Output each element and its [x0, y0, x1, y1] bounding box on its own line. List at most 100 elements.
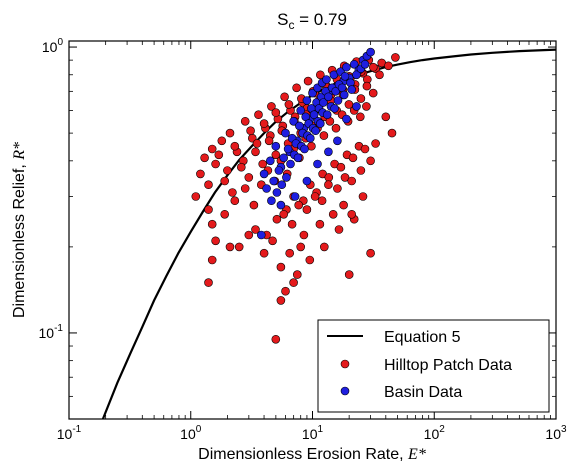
hilltop-point — [287, 219, 297, 229]
hilltop-point — [371, 139, 380, 148]
hilltop-point — [211, 159, 220, 169]
hilltop-point — [366, 248, 375, 258]
hilltop-point — [355, 112, 365, 122]
basin-point — [337, 83, 347, 93]
basin-point — [340, 72, 350, 81]
hilltop-point — [191, 192, 201, 201]
hilltop-point — [251, 147, 260, 157]
hilltop-point — [200, 153, 209, 163]
y-axis-label: Dimensionless Relief, R* — [11, 142, 28, 318]
basin-point — [333, 96, 343, 105]
basin-point — [333, 136, 342, 146]
hilltop-point — [217, 136, 227, 146]
basin-point — [324, 92, 333, 102]
basin-point — [269, 176, 279, 186]
hilltop-point — [381, 112, 391, 122]
hilltop-point — [264, 136, 274, 146]
basin-point — [300, 144, 309, 154]
hilltop-point — [356, 166, 366, 175]
hilltop-point — [207, 255, 217, 265]
basin-point — [296, 106, 306, 115]
hilltop-point — [279, 210, 289, 219]
x-tick-label: 100 — [180, 424, 202, 442]
hilltop-point — [348, 153, 358, 163]
hilltop-point — [272, 214, 282, 224]
hilltop-point — [196, 169, 205, 179]
hilltop-point — [344, 270, 354, 279]
x-tick-label: 10-1 — [57, 424, 82, 442]
hilltop-point — [324, 180, 333, 189]
hilltop-point — [362, 81, 372, 91]
hilltop-point — [259, 119, 269, 128]
basin-point — [262, 184, 271, 193]
hilltop-point — [296, 242, 306, 252]
basin-point — [259, 169, 269, 179]
hilltop-point — [271, 334, 281, 344]
hilltop-point — [334, 225, 344, 234]
basin-point — [349, 60, 359, 69]
legend-marker-hilltop — [340, 359, 350, 369]
hilltop-point — [204, 278, 213, 287]
basin-point — [289, 117, 298, 126]
basin-point — [281, 128, 290, 138]
basin-point — [342, 62, 351, 72]
basin-point — [366, 47, 375, 57]
hilltop-point — [358, 192, 368, 201]
basin-point — [271, 141, 281, 151]
hilltop-point — [281, 286, 290, 296]
basin-point — [283, 144, 293, 154]
hilltop-point — [299, 230, 309, 240]
y-axis-ticks: 10-1 100 — [39, 37, 556, 397]
points-layer — [191, 47, 400, 344]
basin-point — [279, 153, 289, 163]
hilltop-point — [285, 248, 295, 258]
basin-point — [267, 196, 276, 205]
y-tick-label: 10-1 — [39, 323, 64, 341]
basin-point — [352, 102, 361, 111]
hilltop-point — [384, 61, 393, 71]
basin-point — [311, 126, 320, 135]
hilltop-point — [336, 162, 346, 172]
x-tick-label: 102 — [424, 424, 446, 442]
hilltop-point — [319, 131, 329, 140]
hilltop-point — [317, 196, 327, 205]
basin-point — [313, 159, 322, 169]
hilltop-point — [214, 150, 224, 160]
basin-point — [347, 85, 357, 94]
hilltop-point — [220, 210, 229, 219]
hilltop-point — [244, 230, 254, 240]
basin-point — [315, 119, 325, 128]
x-axis-ticks: 10-1 100 101 102 103 — [57, 41, 567, 442]
basin-point — [308, 88, 317, 98]
hilltop-point — [252, 139, 262, 148]
basin-point — [276, 200, 286, 210]
hilltop-point — [284, 100, 294, 109]
basin-point — [324, 147, 333, 157]
hilltop-point — [228, 188, 237, 197]
hilltop-point — [234, 242, 244, 252]
hilltop-point — [258, 159, 268, 169]
hilltop-point — [207, 144, 217, 154]
hilltop-point — [356, 94, 366, 103]
hilltop-point — [240, 117, 250, 126]
hilltop-point — [207, 219, 217, 229]
basin-point — [265, 156, 275, 166]
hilltop-point — [268, 236, 277, 246]
basin-point — [309, 110, 319, 119]
hilltop-point — [391, 53, 400, 62]
hilltop-point — [246, 126, 255, 135]
hilltop-point — [360, 144, 370, 154]
hilltop-point — [302, 205, 312, 214]
hilltop-point — [254, 110, 263, 119]
basin-point — [282, 173, 291, 182]
hilltop-point — [267, 102, 276, 111]
x-tick-label: 101 — [302, 424, 324, 442]
hilltop-point — [366, 156, 375, 166]
hilltop-point — [328, 210, 338, 219]
hilltop-point — [340, 173, 350, 182]
hilltop-point — [230, 196, 240, 205]
hilltop-point — [244, 173, 254, 182]
hilltop-point — [292, 270, 302, 279]
hilltop-point — [237, 162, 246, 172]
